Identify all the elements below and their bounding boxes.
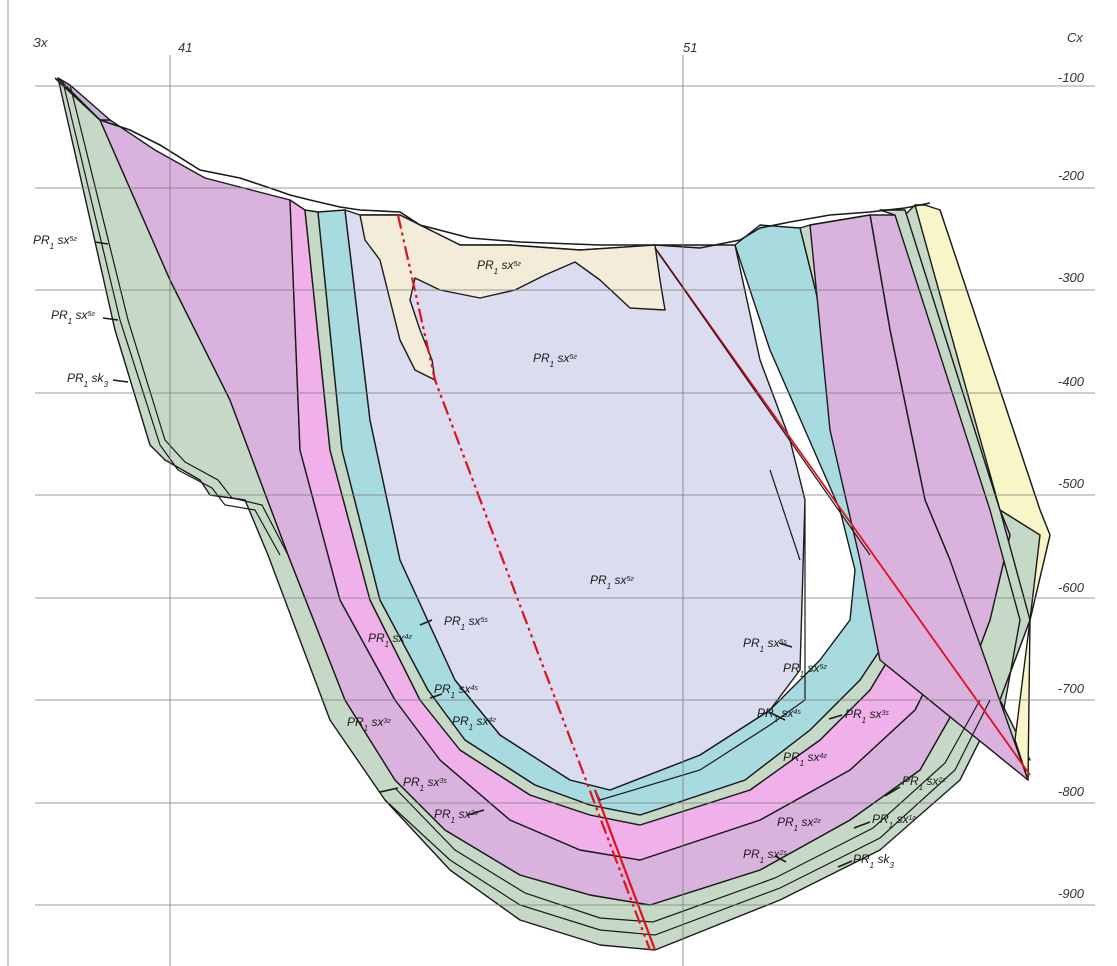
grid	[35, 55, 1095, 966]
fault-right-diagonal	[654, 247, 1031, 776]
stratum-label: PR1 sx4г	[783, 750, 827, 768]
level-label--200: -200	[1058, 168, 1085, 183]
stratum-label: PR1 sx4г	[452, 714, 496, 732]
level-label--700: -700	[1058, 681, 1085, 696]
stratum-label: PR1 sx3s	[845, 707, 889, 725]
level-label--600: -600	[1058, 580, 1085, 595]
stratum-label: PR1 sx2s	[743, 847, 787, 865]
stratum-label: PR1 sx5г	[51, 308, 95, 326]
level-label--400: -400	[1058, 374, 1085, 389]
stratum-label: PR1 sk3	[853, 852, 894, 870]
column-label-51: 51	[683, 40, 697, 55]
level-label--300: -300	[1058, 270, 1085, 285]
stratum-right-sage	[879, 209, 1031, 761]
level-label--100: -100	[1058, 70, 1085, 85]
stratum-label: PR1 sx4s	[434, 682, 478, 700]
stratum-label: PR1 sx5г	[533, 351, 577, 369]
stratum-label: PR1 sx5г	[590, 573, 634, 591]
stratum-label: PR1 sx3г	[347, 715, 391, 733]
column-label-41: 41	[178, 40, 192, 55]
corner-label-left: Зх	[33, 35, 48, 50]
faults	[396, 214, 1031, 951]
level-label--800: -800	[1058, 784, 1085, 799]
fault-main-dashed	[396, 214, 652, 951]
stratum-label: PR1 sx5г	[783, 661, 827, 679]
stratum-label: PR1 sk3	[67, 371, 108, 389]
stratum-label: PR1 sx2г	[777, 815, 821, 833]
label-leaders	[94, 241, 901, 868]
stratum-label: PR1 sx1г	[872, 812, 916, 830]
strata-layers	[57, 77, 1051, 951]
stratum-label: PR1 sx5s	[444, 614, 488, 632]
stratum-label: PR1 sx4s	[757, 706, 801, 724]
corner-label-right: Сх	[1067, 30, 1083, 45]
stratum-label: PR1 sx2s	[434, 807, 478, 825]
stratum-label: PR1 sx5г	[477, 258, 521, 276]
level-label--900: -900	[1058, 886, 1085, 901]
stratum-label: PR1 sx5г	[33, 233, 77, 251]
stratum-labels: PR1 sx5г PR1 sx5г PR1 sx5г PR1 sx5г PR1 …	[33, 233, 946, 870]
stratum-label: PR1 sx2г	[902, 774, 946, 792]
surface-profile	[54, 77, 931, 249]
stratum-label: PR1 sx3s	[403, 775, 447, 793]
level-label--500: -500	[1058, 476, 1085, 491]
stratum-label: PR1 sx4г	[368, 631, 412, 649]
fault-right-dark	[654, 247, 871, 556]
fault-solid-lower	[593, 789, 657, 951]
stratum-label: PR1 sx5s	[743, 636, 787, 654]
